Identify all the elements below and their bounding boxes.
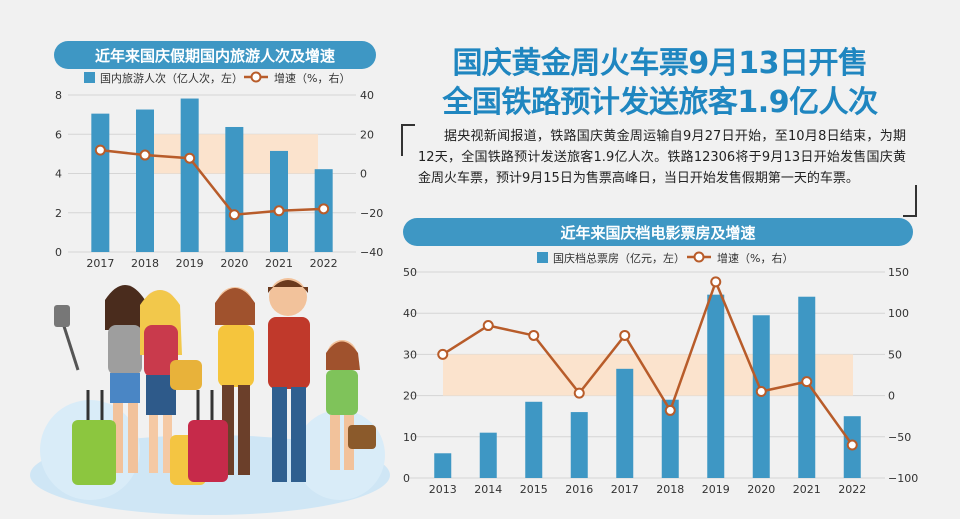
bar — [525, 401, 543, 478]
growth-marker — [273, 205, 285, 217]
left-axis-tick-label: 30 — [403, 348, 417, 361]
bar — [434, 453, 452, 478]
right-axis-tick-label: 20 — [360, 128, 374, 141]
growth-marker — [528, 329, 540, 341]
right-axis-tick-label: 150 — [888, 266, 909, 279]
growth-marker — [846, 439, 858, 451]
legend-line-label: 增速（%，右） — [717, 251, 793, 265]
right-axis-tick-label: 50 — [888, 348, 902, 361]
quote-bracket-left — [401, 124, 415, 156]
right-axis-tick-label: 0 — [360, 168, 367, 181]
x-tick-label: 2017 — [86, 257, 114, 270]
quote-bracket-right — [903, 185, 917, 217]
x-tick-label: 2020 — [747, 483, 775, 496]
legend-line-marker — [693, 251, 705, 263]
left-axis-tick-label: 0 — [55, 246, 62, 259]
x-tick-label: 2022 — [310, 257, 338, 270]
legend-bar-label: 国庆档总票房（亿元，左） — [553, 251, 685, 265]
x-tick-label: 2020 — [220, 257, 248, 270]
bar — [479, 432, 497, 478]
right-axis-tick-label: −40 — [360, 246, 383, 259]
right-axis-tick-label: 0 — [888, 390, 895, 403]
growth-line — [442, 278, 854, 446]
x-tick-label: 2021 — [265, 257, 293, 270]
bar — [661, 399, 679, 478]
growth-line — [100, 148, 324, 217]
left-axis-tick-label: 40 — [403, 307, 417, 320]
right-axis-tick-label: 40 — [360, 89, 374, 102]
headline-line-1: 国庆黄金周火车票9月13日开售 — [452, 46, 868, 81]
travelers-illustration — [30, 278, 390, 515]
x-tick-label: 2022 — [838, 483, 866, 496]
growth-marker — [139, 149, 151, 161]
right-axis-tick-label: 100 — [888, 307, 909, 320]
traveler-woman-1 — [105, 285, 145, 473]
growth-marker — [437, 348, 449, 360]
selfie-stick — [60, 319, 80, 371]
legend-bar-label: 国内旅游人次（亿人次，左） — [100, 71, 243, 85]
bar — [707, 294, 725, 478]
bar — [270, 150, 288, 252]
bar — [798, 296, 816, 478]
headline-line-2: 全国铁路预计发送旅客1.9亿人次 — [442, 85, 878, 120]
growth-marker — [318, 203, 330, 215]
left-axis-tick-label: 4 — [55, 168, 62, 181]
news-body: 据央视新闻报道，铁路国庆黄金周运输自9月27日开始，至10月8日结束，为期12天… — [418, 129, 906, 186]
growth-marker — [573, 387, 585, 399]
phone-icon — [54, 305, 70, 327]
bar — [136, 109, 154, 253]
left-axis-tick-label: 6 — [55, 128, 62, 141]
growth-marker — [755, 385, 767, 397]
x-tick-label: 2021 — [793, 483, 821, 496]
left-axis-tick-label: 10 — [403, 431, 417, 444]
growth-marker — [619, 329, 631, 341]
growth-marker — [94, 144, 106, 156]
right-axis-tick-label: −20 — [360, 207, 383, 220]
left-axis-tick-label: 20 — [403, 390, 417, 403]
bar — [570, 412, 588, 478]
x-tick-label: 2016 — [565, 483, 593, 496]
right-axis-tick-label: −50 — [888, 431, 911, 444]
traveler-woman-3 — [215, 287, 255, 475]
growth-marker — [184, 152, 196, 164]
bar — [180, 98, 199, 252]
bar — [225, 126, 244, 252]
growth-marker — [482, 320, 494, 332]
traveler-man — [268, 278, 310, 482]
traveler-woman-2 — [140, 290, 202, 473]
movie-chart-title: 近年来国庆档电影票房及增速 — [403, 218, 913, 246]
left-axis-tick-label: 8 — [55, 89, 62, 102]
x-tick-label: 2018 — [656, 483, 684, 496]
legend-bar-swatch — [84, 72, 95, 83]
growth-marker — [710, 276, 722, 288]
legend-line-label: 增速（%，右） — [274, 71, 350, 85]
x-tick-label: 2018 — [131, 257, 159, 270]
x-tick-label: 2015 — [520, 483, 548, 496]
legend-line-marker — [250, 71, 262, 83]
x-tick-label: 2019 — [702, 483, 730, 496]
legend-bar-swatch — [537, 252, 548, 263]
left-axis-tick-label: 50 — [403, 266, 417, 279]
tourism-chart-title: 近年来国庆假期国内旅游人次及增速 — [54, 41, 376, 69]
suitcase-green — [72, 390, 116, 485]
x-tick-label: 2013 — [429, 483, 457, 496]
x-tick-label: 2019 — [176, 257, 204, 270]
traveler-girl — [326, 340, 376, 470]
right-axis-tick-label: −100 — [888, 472, 918, 485]
left-axis-tick-label: 2 — [55, 207, 62, 220]
growth-marker — [664, 404, 676, 416]
x-tick-label: 2014 — [474, 483, 502, 496]
bar — [616, 368, 634, 478]
left-axis-tick-label: 0 — [403, 472, 410, 485]
growth-marker — [801, 376, 813, 388]
x-tick-label: 2017 — [611, 483, 639, 496]
growth-marker — [228, 209, 240, 221]
suitcase-red — [188, 390, 228, 482]
